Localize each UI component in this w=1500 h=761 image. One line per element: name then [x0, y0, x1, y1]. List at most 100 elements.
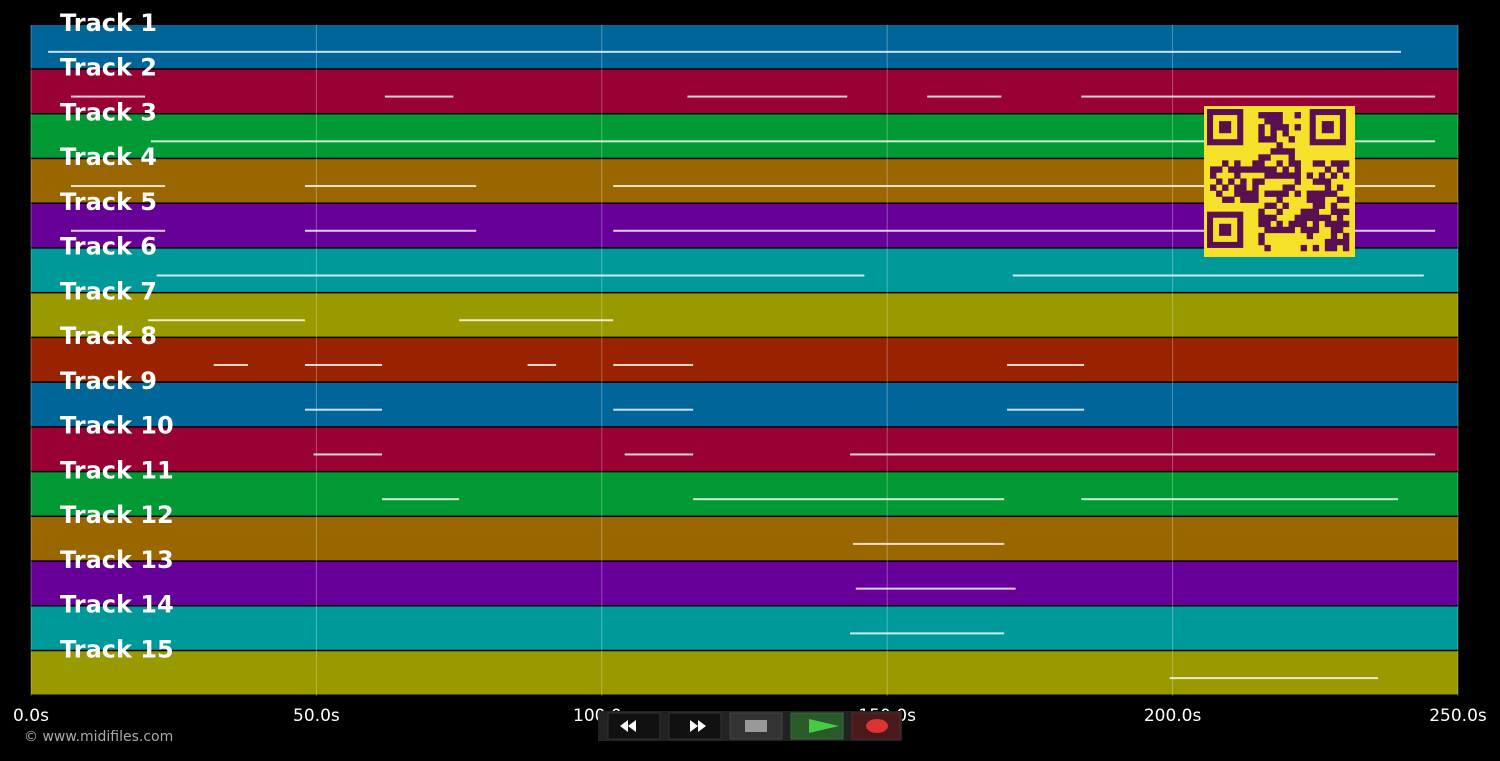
note-cluster — [1012, 274, 1424, 277]
qr-cell — [1276, 196, 1283, 203]
qr-cell — [1264, 172, 1271, 179]
qr-cell — [1312, 208, 1320, 216]
note-cluster — [850, 453, 1436, 456]
qr-cell — [1252, 160, 1259, 167]
qr-cell — [1276, 142, 1283, 149]
qr-cell — [1234, 172, 1241, 179]
qr-cell — [1264, 154, 1271, 161]
qr-cell — [1258, 220, 1265, 228]
qr-cell — [1264, 190, 1271, 197]
qr-cell — [1264, 202, 1271, 209]
qr-cell — [1276, 124, 1283, 131]
qr-cell — [1330, 208, 1338, 216]
track-label: Track 5 — [60, 188, 157, 216]
qr-cell — [1294, 178, 1301, 185]
qr-cell — [1336, 196, 1344, 203]
qr-cell — [1240, 166, 1247, 173]
qr-cell — [1234, 160, 1241, 167]
qr-cell — [1270, 172, 1277, 179]
qr-cell — [1270, 214, 1277, 222]
note-cluster — [613, 363, 694, 366]
track-lane — [31, 517, 1458, 561]
qr-cell — [1336, 238, 1344, 246]
qr-cell — [1258, 136, 1265, 143]
qr-cell — [1264, 220, 1271, 228]
qr-cell — [1276, 190, 1283, 197]
track-lane — [31, 338, 1458, 382]
fast-forward-button[interactable] — [668, 712, 722, 740]
qr-cell — [1264, 118, 1271, 125]
qr-cell — [1324, 238, 1332, 246]
qr-cell — [1342, 238, 1350, 246]
qr-cell — [1282, 190, 1289, 197]
rewind-button[interactable] — [607, 712, 661, 740]
note-cluster — [1007, 408, 1085, 411]
qr-cell — [1258, 166, 1265, 173]
qr-cell — [1276, 148, 1283, 155]
qr-cell — [1276, 118, 1283, 125]
qr-cell — [1288, 226, 1295, 234]
note-cluster — [850, 632, 1005, 635]
track-label: Track 8 — [60, 322, 157, 350]
qr-cell — [1264, 112, 1271, 119]
track-lane — [31, 293, 1458, 337]
qr-cell — [1318, 202, 1326, 209]
track-lane — [31, 25, 1458, 69]
note-cluster — [527, 363, 557, 366]
note-cluster — [693, 498, 1005, 501]
qr-cell — [1330, 160, 1338, 167]
note-cluster — [1007, 363, 1085, 366]
qr-cell — [1318, 160, 1326, 167]
qr-cell — [1342, 208, 1350, 216]
track-label: Track 3 — [60, 98, 157, 126]
qr-cell — [1312, 214, 1320, 222]
qr-cell — [1342, 244, 1350, 252]
qr-cell — [1294, 160, 1301, 167]
qr-cell — [1300, 208, 1307, 216]
track-lane — [31, 382, 1458, 427]
track-label: Track 1 — [60, 9, 157, 37]
note-cluster — [1169, 677, 1379, 680]
qr-cell — [1276, 172, 1283, 179]
qr-cell — [1330, 172, 1338, 179]
qr-cell — [1216, 190, 1223, 197]
qr-cell — [1318, 196, 1326, 203]
record-button[interactable] — [851, 712, 901, 740]
note-cluster — [313, 453, 383, 456]
note-cluster — [1081, 498, 1399, 501]
qr-cell — [1240, 184, 1247, 191]
track-lane — [31, 561, 1458, 606]
qr-cell — [1228, 166, 1235, 173]
qr-cell — [1306, 172, 1314, 179]
qr-cell — [1318, 172, 1326, 179]
qr-cell — [1270, 118, 1277, 125]
qr-cell — [1324, 190, 1332, 197]
qr-cell — [1240, 178, 1247, 185]
track-lane — [31, 651, 1458, 695]
qr-cell — [1258, 160, 1265, 167]
qr-cell — [1306, 196, 1314, 203]
qr-cell — [1252, 184, 1259, 191]
qr-cell — [1282, 166, 1289, 173]
note-cluster — [148, 319, 305, 322]
track-label: Track 6 — [60, 233, 157, 261]
qr-finder-core — [1219, 223, 1232, 236]
qr-cell — [1258, 178, 1265, 185]
transport-controls — [598, 711, 902, 741]
qr-cell — [1300, 214, 1307, 222]
qr-cell — [1306, 190, 1314, 197]
qr-cell — [1336, 160, 1344, 167]
stop-button[interactable] — [729, 712, 783, 740]
qr-cell — [1258, 232, 1265, 240]
qr-cell — [1342, 232, 1350, 240]
track-label: Track 10 — [60, 412, 174, 440]
qr-cell — [1306, 214, 1314, 222]
play-button[interactable] — [790, 712, 844, 740]
qr-cell — [1246, 166, 1253, 173]
qr-cell — [1270, 112, 1277, 119]
qr-cell — [1258, 208, 1265, 216]
qr-cell — [1336, 220, 1344, 228]
qr-cell — [1294, 190, 1301, 197]
qr-cell — [1330, 190, 1338, 197]
